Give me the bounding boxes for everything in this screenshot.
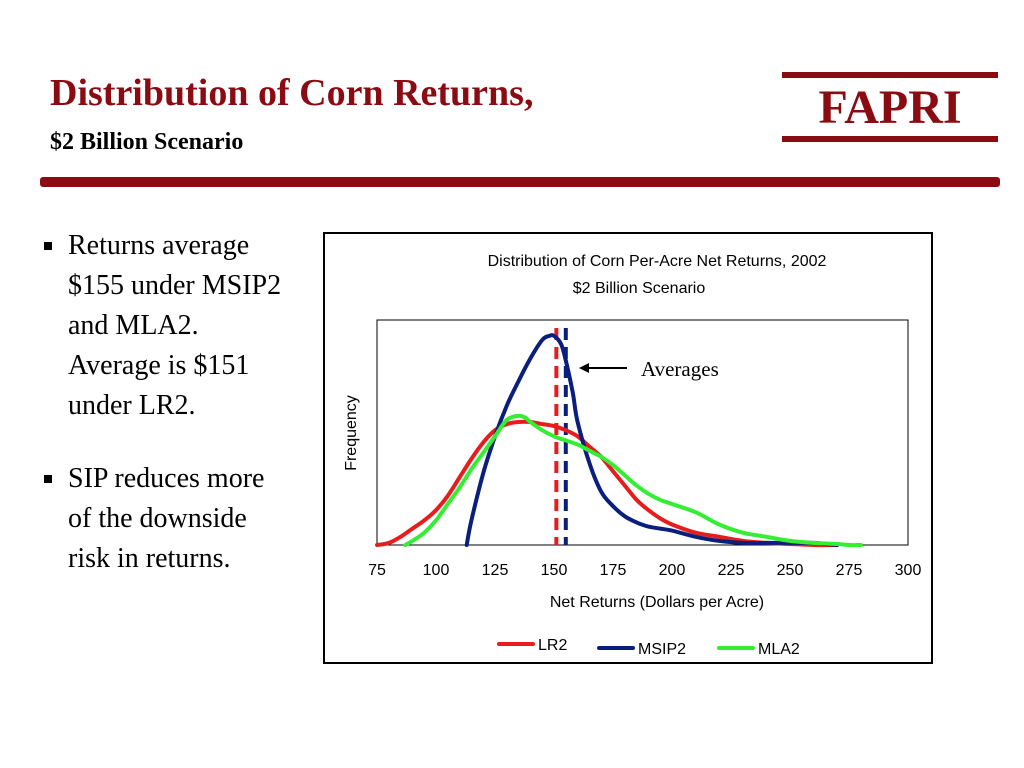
legend-label: LR2: [538, 637, 567, 654]
plot-area: [376, 319, 909, 546]
x-tick-label: 275: [836, 562, 863, 579]
legend-label: MSIP2: [638, 641, 686, 658]
x-tick-label: 175: [600, 562, 627, 579]
bullet-text: SIP reduces more of the downside risk in…: [68, 463, 265, 574]
logo-top-bar: [782, 72, 998, 78]
y-axis-label: Frequency: [343, 395, 360, 471]
chart-frame: Distribution of Corn Per-Acre Net Return…: [323, 232, 933, 664]
bullet-square-icon: [44, 475, 52, 483]
legend-item-lr2: LR2: [497, 637, 567, 654]
bullet-text: Returns average $155 under MSIP2 and MLA…: [68, 230, 282, 421]
bullet-item: Returns average $155 under MSIP2 and MLA…: [40, 226, 290, 426]
x-tick-label: 250: [777, 562, 804, 579]
legend-item-mla2: MLA2: [717, 641, 800, 658]
bullet-square-icon: [44, 242, 52, 250]
series-line-lr2: [375, 419, 840, 548]
chart-subtitle: $2 Billion Scenario: [573, 280, 706, 297]
annotation-averages: Averages: [641, 357, 719, 381]
x-tick-label: 200: [659, 562, 686, 579]
chart-title: Distribution of Corn Per-Acre Net Return…: [488, 253, 827, 270]
bullet-list: Returns average $155 under MSIP2 and MLA…: [40, 226, 290, 612]
x-axis-label: Net Returns (Dollars per Acre): [550, 594, 764, 611]
annotation-arrowhead-icon: [579, 363, 589, 373]
legend-label: MLA2: [758, 641, 800, 658]
distribution-chart: Distribution of Corn Per-Acre Net Return…: [343, 253, 922, 658]
logo-bottom-bar: [782, 136, 998, 142]
x-tick-label: 75: [368, 562, 386, 579]
bullet-item: SIP reduces more of the downside risk in…: [40, 459, 290, 579]
legend-item-msip2: MSIP2: [597, 641, 686, 658]
x-tick-label: 150: [541, 562, 568, 579]
slide-title: Distribution of Corn Returns,: [50, 72, 534, 114]
logo-text: FAPRI: [818, 81, 962, 134]
title-divider: [40, 177, 1000, 187]
slide-subtitle: $2 Billion Scenario: [50, 129, 244, 155]
x-tick-label: 125: [482, 562, 509, 579]
series-line-msip2: [464, 333, 840, 547]
x-tick-label: 100: [423, 562, 450, 579]
fapri-logo: FAPRI: [782, 72, 998, 144]
series-line-mla2: [403, 413, 863, 548]
x-tick-label: 225: [718, 562, 745, 579]
x-tick-label: 300: [895, 562, 922, 579]
